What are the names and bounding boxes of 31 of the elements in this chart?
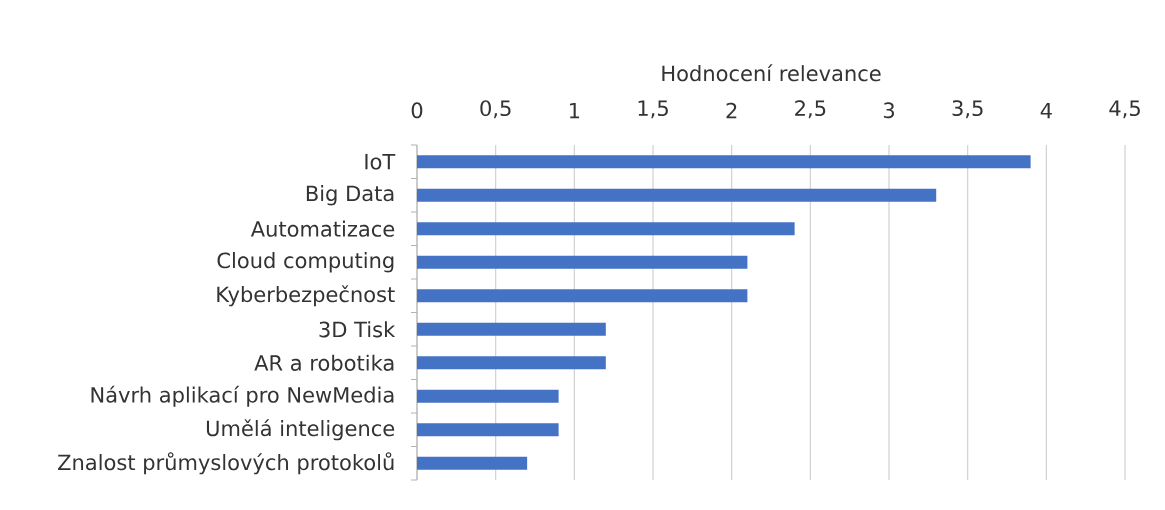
bar bbox=[417, 155, 1031, 169]
bar bbox=[417, 289, 748, 303]
x-tick-label: 2 bbox=[726, 102, 737, 119]
x-axis-title: Hodnocení relevance bbox=[662, 64, 881, 82]
y-tick-label: Big Data bbox=[306, 185, 394, 206]
y-tick-label: Kyberbezpečnost bbox=[217, 285, 395, 307]
x-tick-label: 2,5 bbox=[795, 100, 826, 119]
x-tick-label: 0,5 bbox=[480, 100, 511, 119]
bar bbox=[417, 356, 606, 370]
bar bbox=[417, 188, 937, 202]
bar bbox=[417, 423, 559, 437]
bar bbox=[417, 322, 606, 336]
x-tick-label: 4,5 bbox=[1109, 100, 1140, 119]
bar bbox=[417, 389, 559, 403]
x-tick-label: 4 bbox=[1040, 102, 1052, 119]
y-tick-label: Návrh aplikací pro NewMedia bbox=[91, 385, 394, 407]
y-tick-label: Automatizace bbox=[250, 220, 395, 237]
x-tick-label: 3,5 bbox=[952, 100, 983, 119]
y-tick-label: 3D Tisk bbox=[319, 321, 396, 338]
bar bbox=[417, 456, 528, 470]
y-tick-label: Znalost průmyslových protokolů bbox=[58, 452, 394, 475]
y-tick-label: Umělá inteligence bbox=[206, 419, 395, 441]
x-tick-label: 1 bbox=[569, 102, 580, 119]
y-tick-label: IoT bbox=[365, 153, 396, 170]
y-tick-label: Cloud computing bbox=[217, 252, 394, 273]
x-tick-label: 0 bbox=[411, 102, 423, 119]
bar bbox=[417, 255, 748, 269]
x-tick-label: 1,5 bbox=[638, 100, 668, 119]
bar bbox=[417, 222, 795, 236]
x-tick-label: 3 bbox=[883, 102, 894, 119]
y-tick-label: AR a robotika bbox=[254, 354, 394, 371]
